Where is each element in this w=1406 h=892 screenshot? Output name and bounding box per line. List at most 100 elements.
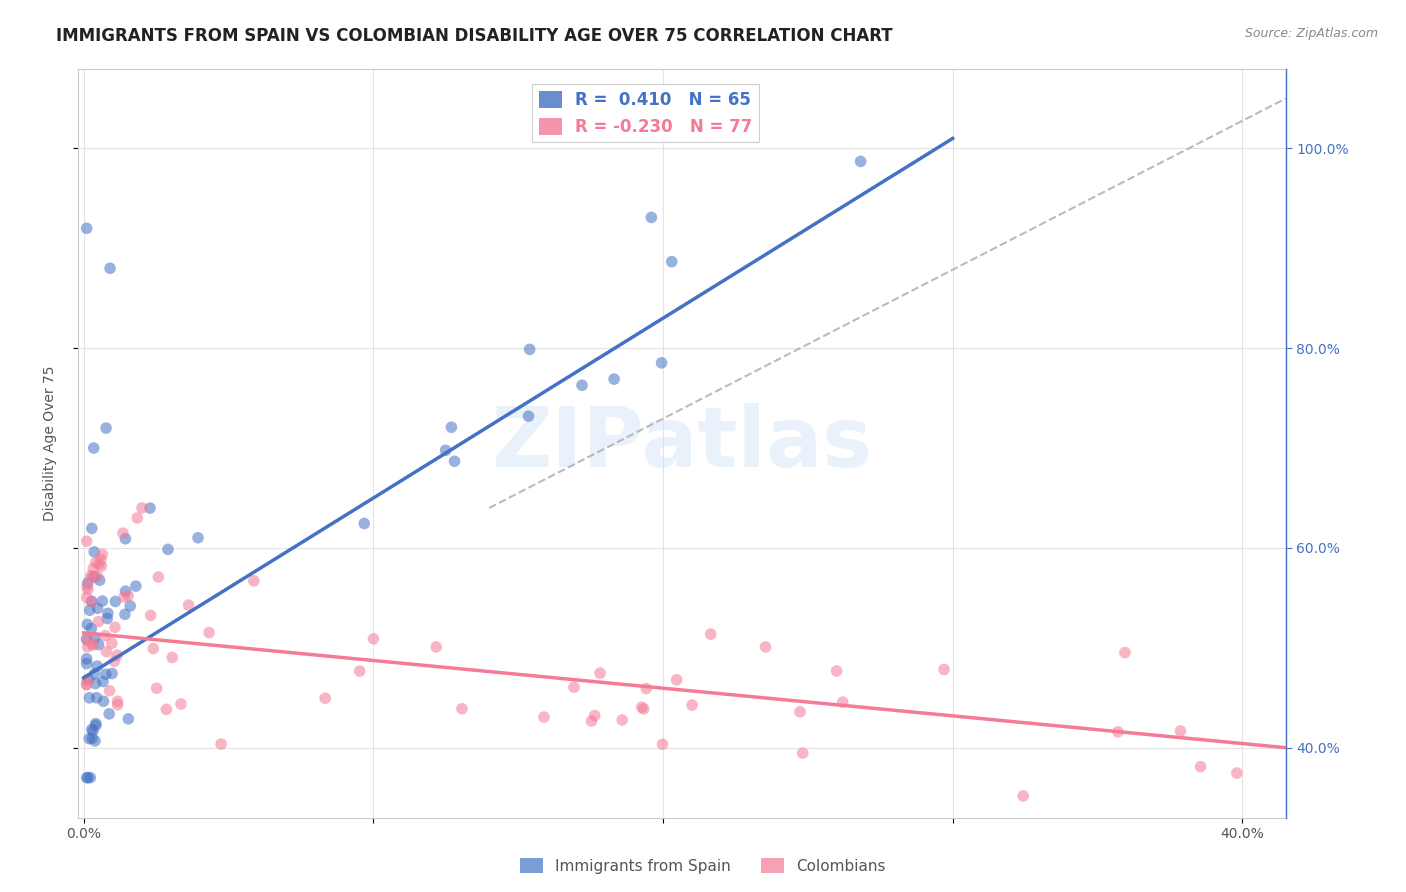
- Point: [90, 559, 112, 574]
- Point: [112, 590, 135, 604]
- Point: [79, 603, 101, 617]
- Point: [76, 534, 98, 549]
- Point: [353, 516, 375, 531]
- Legend: Immigrants from Spain, Colombians: Immigrants from Spain, Colombians: [513, 852, 893, 880]
- Point: [571, 378, 593, 392]
- Point: [84, 734, 107, 748]
- Point: [80, 731, 103, 746]
- Point: [76, 632, 98, 646]
- Point: [932, 662, 955, 676]
- Point: [589, 666, 612, 681]
- Point: [120, 599, 142, 613]
- Point: [139, 608, 162, 623]
- Point: [633, 702, 655, 716]
- Point: [84, 716, 107, 731]
- Point: [76, 617, 98, 632]
- Point: [114, 532, 136, 546]
- Point: [76, 677, 98, 691]
- Point: [349, 664, 371, 678]
- Point: [177, 598, 200, 612]
- Point: [76, 673, 98, 688]
- Point: [1189, 759, 1212, 773]
- Point: [754, 640, 776, 654]
- Point: [139, 501, 162, 516]
- Point: [79, 771, 101, 785]
- Point: [84, 718, 107, 732]
- Point: [651, 356, 673, 370]
- Point: [89, 558, 111, 572]
- Point: [76, 579, 98, 593]
- Point: [630, 700, 652, 714]
- Point: [187, 531, 209, 545]
- Point: [91, 594, 114, 608]
- Point: [82, 561, 104, 575]
- Point: [76, 771, 98, 785]
- Point: [89, 574, 111, 588]
- Point: [83, 441, 105, 455]
- Point: [131, 500, 153, 515]
- Point: [103, 654, 125, 668]
- Point: [105, 648, 128, 663]
- Point: [681, 698, 703, 712]
- Point: [145, 681, 167, 696]
- Point: [792, 746, 814, 760]
- Point: [77, 771, 100, 785]
- Point: [107, 698, 129, 712]
- Point: [77, 673, 100, 687]
- Point: [243, 574, 266, 588]
- Point: [581, 714, 603, 728]
- Point: [117, 589, 139, 603]
- Text: IMMIGRANTS FROM SPAIN VS COLOMBIAN DISABILITY AGE OVER 75 CORRELATION CHART: IMMIGRANTS FROM SPAIN VS COLOMBIAN DISAB…: [56, 27, 893, 45]
- Y-axis label: Disability Age Over 75: Disability Age Over 75: [44, 366, 58, 521]
- Point: [82, 636, 104, 650]
- Point: [612, 713, 634, 727]
- Point: [91, 674, 114, 689]
- Point: [101, 666, 124, 681]
- Point: [90, 552, 112, 566]
- Point: [603, 372, 626, 386]
- Point: [640, 211, 662, 225]
- Point: [170, 697, 193, 711]
- Point: [1226, 766, 1249, 780]
- Point: [79, 690, 101, 705]
- Point: [76, 640, 98, 654]
- Point: [80, 594, 103, 608]
- Point: [94, 629, 117, 643]
- Point: [96, 645, 118, 659]
- Point: [94, 421, 117, 435]
- Point: [87, 638, 110, 652]
- Point: [98, 706, 121, 721]
- Point: [155, 702, 177, 716]
- Point: [83, 545, 105, 559]
- Point: [86, 569, 108, 583]
- Point: [76, 576, 98, 591]
- Point: [434, 443, 457, 458]
- Point: [148, 570, 170, 584]
- Point: [83, 569, 105, 583]
- Point: [76, 632, 98, 647]
- Point: [80, 595, 103, 609]
- Point: [93, 694, 115, 708]
- Point: [142, 641, 165, 656]
- Point: [86, 659, 108, 673]
- Point: [114, 607, 136, 622]
- Point: [198, 625, 221, 640]
- Point: [91, 548, 114, 562]
- Point: [107, 694, 129, 708]
- Point: [76, 591, 98, 605]
- Point: [440, 420, 463, 434]
- Point: [699, 627, 721, 641]
- Point: [314, 691, 336, 706]
- Point: [87, 615, 110, 629]
- Point: [97, 607, 120, 621]
- Point: [1012, 789, 1035, 803]
- Point: [83, 666, 105, 681]
- Point: [104, 594, 127, 608]
- Point: [80, 723, 103, 737]
- Point: [98, 683, 121, 698]
- Point: [363, 632, 385, 646]
- Text: Source: ZipAtlas.com: Source: ZipAtlas.com: [1244, 27, 1378, 40]
- Point: [111, 526, 134, 541]
- Point: [849, 154, 872, 169]
- Point: [519, 343, 541, 357]
